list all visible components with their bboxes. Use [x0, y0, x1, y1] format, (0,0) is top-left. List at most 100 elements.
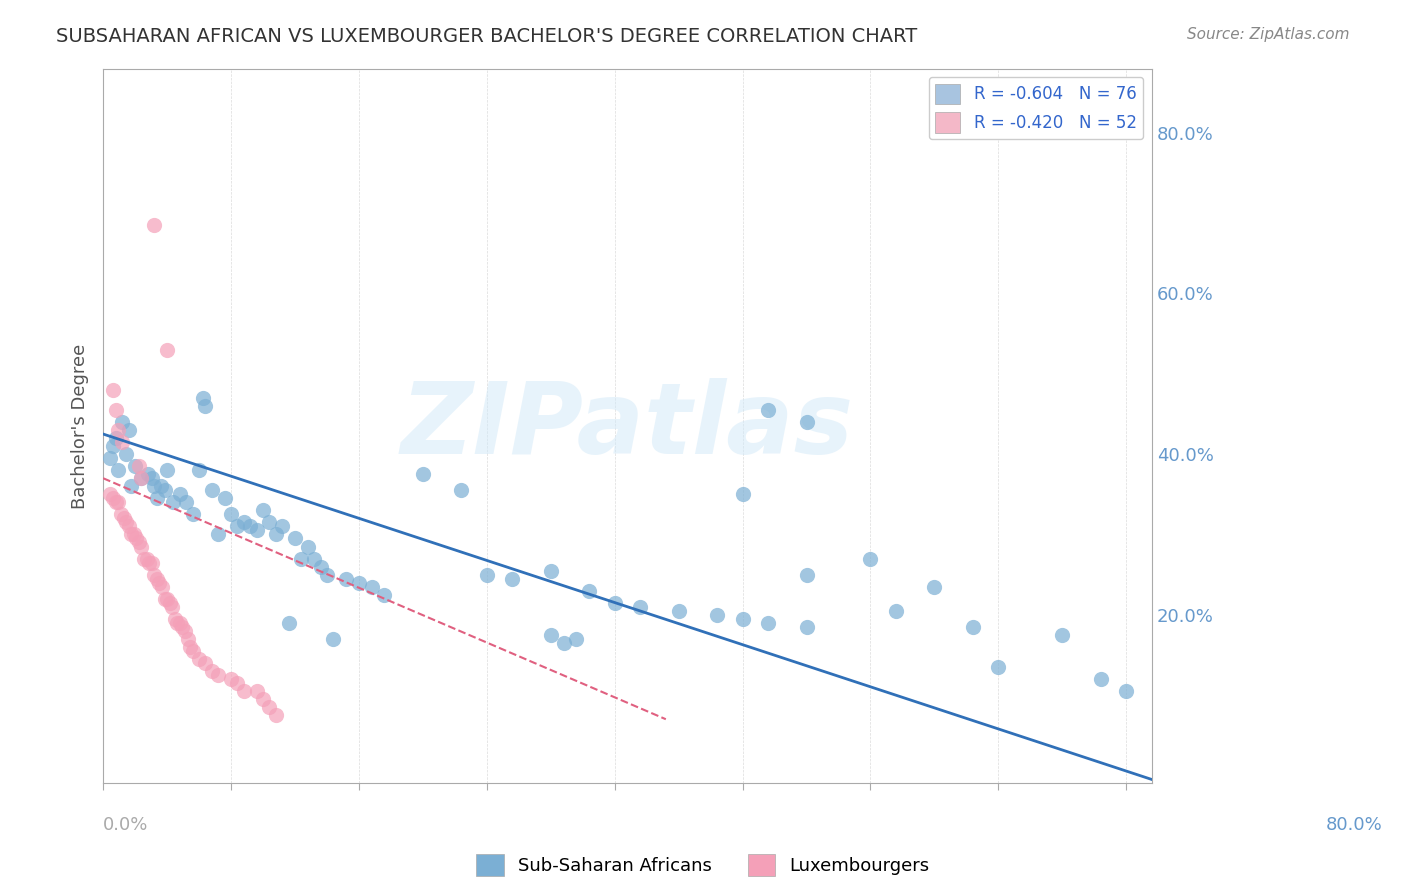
Point: [135, 551, 157, 566]
Point: [201, 664, 224, 678]
Point: [120, 479, 142, 493]
Point: [107, 423, 129, 437]
Point: [309, 559, 332, 574]
Point: [115, 447, 138, 461]
Point: [578, 583, 600, 598]
Point: [347, 575, 370, 590]
Point: [174, 495, 197, 509]
Point: [118, 519, 141, 533]
Point: [284, 532, 307, 546]
Point: [360, 580, 382, 594]
Point: [149, 479, 172, 493]
Point: [122, 527, 145, 541]
Point: [181, 644, 204, 658]
Point: [150, 580, 173, 594]
Point: [131, 471, 153, 485]
Point: [104, 495, 127, 509]
Point: [131, 540, 153, 554]
Point: [214, 491, 236, 506]
Point: [169, 615, 191, 630]
Point: [153, 483, 176, 498]
Point: [322, 632, 344, 646]
Point: [159, 596, 181, 610]
Point: [181, 508, 204, 522]
Point: [111, 435, 134, 450]
Point: [128, 459, 150, 474]
Point: [118, 423, 141, 437]
Point: [756, 615, 779, 630]
Point: [450, 483, 472, 498]
Point: [120, 527, 142, 541]
Point: [796, 620, 818, 634]
Point: [232, 684, 254, 698]
Point: [131, 471, 153, 485]
Point: [207, 527, 229, 541]
Point: [143, 479, 166, 493]
Point: [103, 383, 125, 397]
Text: 0.0%: 0.0%: [103, 815, 149, 834]
Point: [252, 503, 274, 517]
Point: [302, 551, 325, 566]
Point: [172, 620, 194, 634]
Point: [166, 615, 188, 630]
Text: ZIPatlas: ZIPatlas: [401, 377, 853, 475]
Point: [1090, 672, 1112, 686]
Point: [207, 668, 229, 682]
Point: [143, 567, 166, 582]
Text: Source: ZipAtlas.com: Source: ZipAtlas.com: [1187, 27, 1350, 42]
Point: [125, 532, 148, 546]
Point: [107, 463, 129, 477]
Point: [756, 403, 779, 417]
Point: [219, 508, 242, 522]
Point: [146, 572, 169, 586]
Point: [163, 612, 186, 626]
Point: [111, 415, 134, 429]
Point: [141, 471, 163, 485]
Point: [859, 551, 882, 566]
Point: [245, 684, 267, 698]
Point: [103, 439, 125, 453]
Point: [259, 700, 281, 714]
Point: [706, 607, 728, 622]
Point: [148, 575, 170, 590]
Point: [160, 599, 183, 614]
Point: [501, 572, 523, 586]
Point: [1052, 628, 1074, 642]
Point: [252, 692, 274, 706]
Point: [146, 491, 169, 506]
Point: [194, 656, 217, 670]
Point: [603, 596, 626, 610]
Legend: R = -0.604   N = 76, R = -0.420   N = 52: R = -0.604 N = 76, R = -0.420 N = 52: [929, 77, 1143, 139]
Point: [264, 527, 287, 541]
Point: [226, 519, 249, 533]
Point: [115, 516, 138, 530]
Point: [259, 516, 281, 530]
Point: [156, 343, 179, 357]
Point: [924, 580, 946, 594]
Point: [297, 540, 319, 554]
Point: [271, 519, 294, 533]
Point: [540, 564, 562, 578]
Point: [194, 399, 217, 413]
Point: [264, 708, 287, 723]
Point: [565, 632, 588, 646]
Point: [104, 431, 127, 445]
Text: SUBSAHARAN AFRICAN VS LUXEMBOURGER BACHELOR'S DEGREE CORRELATION CHART: SUBSAHARAN AFRICAN VS LUXEMBOURGER BACHE…: [56, 27, 918, 45]
Point: [104, 403, 127, 417]
Point: [219, 672, 242, 686]
Point: [1115, 684, 1137, 698]
Point: [987, 660, 1010, 674]
Point: [156, 463, 179, 477]
Point: [239, 519, 262, 533]
Point: [98, 487, 121, 501]
Point: [188, 652, 211, 666]
Point: [668, 604, 690, 618]
Point: [110, 508, 132, 522]
Point: [191, 391, 214, 405]
Point: [124, 459, 146, 474]
Point: [628, 599, 651, 614]
Point: [475, 567, 498, 582]
Point: [174, 624, 197, 638]
Point: [153, 591, 176, 606]
Point: [98, 451, 121, 466]
